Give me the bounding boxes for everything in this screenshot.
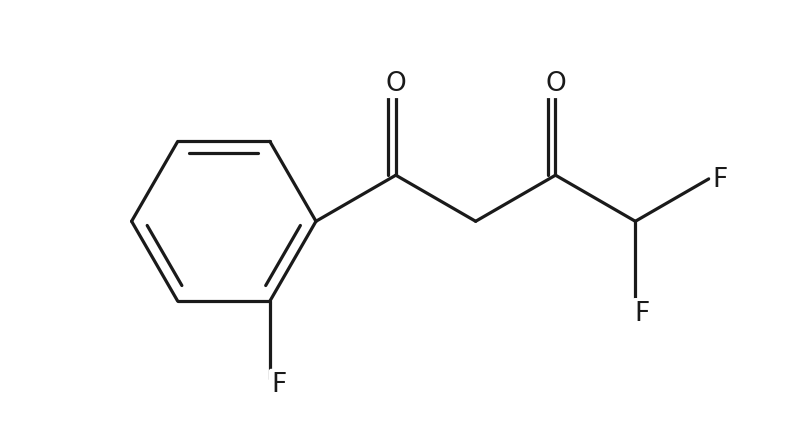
Text: F: F — [271, 371, 286, 397]
Text: O: O — [545, 71, 566, 97]
Text: O: O — [386, 71, 406, 97]
Text: F: F — [713, 167, 728, 193]
Text: F: F — [634, 300, 650, 326]
